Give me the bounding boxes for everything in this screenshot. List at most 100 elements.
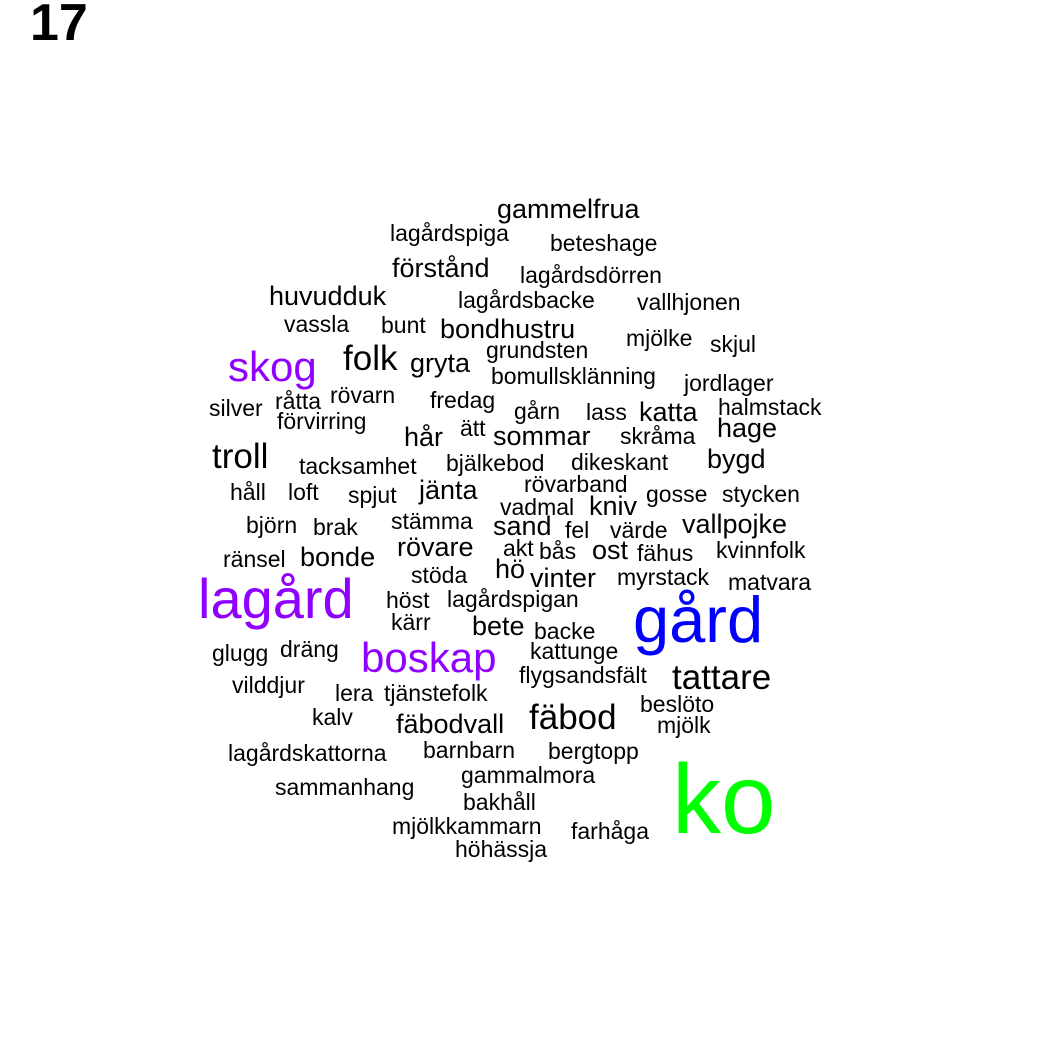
cloud-word: flygsandsfält xyxy=(519,662,647,688)
cloud-word: höst xyxy=(386,587,430,613)
cloud-word: hö xyxy=(495,554,526,584)
cloud-word: fähus xyxy=(637,540,694,566)
cloud-word: jordlager xyxy=(684,370,774,396)
cloud-word: lagårdskattorna xyxy=(228,740,387,766)
cloud-word: lagård xyxy=(198,567,354,630)
cloud-word: vadmal xyxy=(500,494,575,520)
cloud-word: tattare xyxy=(672,658,772,697)
cloud-word: bergtopp xyxy=(548,738,639,764)
cloud-word: bomullsklänning xyxy=(491,363,656,389)
cloud-word: skjul xyxy=(710,331,757,357)
cloud-word: mjölkkammarn xyxy=(392,813,542,839)
cloud-word: silver xyxy=(209,395,263,421)
cloud-word: gammalmora xyxy=(461,762,596,788)
cloud-word: folk xyxy=(343,339,398,378)
cloud-word: kärr xyxy=(391,609,431,635)
cloud-word: sand xyxy=(493,511,552,541)
cloud-word: gård xyxy=(633,583,764,656)
cloud-word: ätt xyxy=(460,415,486,441)
cloud-word: lagårdsbacke xyxy=(458,287,595,313)
cloud-word: ränsel xyxy=(223,546,286,572)
cloud-word: bakhåll xyxy=(463,789,536,815)
cloud-word: förstånd xyxy=(392,253,490,283)
cloud-word: spjut xyxy=(348,482,397,508)
cloud-word: bete xyxy=(472,611,525,641)
cloud-word: boskap xyxy=(361,634,497,681)
cloud-word: förvirring xyxy=(277,408,367,434)
cloud-word: sammanhang xyxy=(275,774,415,800)
cloud-word: råtta xyxy=(275,388,322,414)
cloud-word: grundsten xyxy=(486,337,589,363)
cloud-word: lagårdsdörren xyxy=(520,262,662,288)
cloud-word: brak xyxy=(313,514,358,540)
cloud-word: ost xyxy=(592,535,629,565)
cloud-word: björn xyxy=(246,512,298,538)
cloud-word: hår xyxy=(404,422,444,452)
cloud-word: fäbod xyxy=(529,698,617,737)
cloud-word: lass xyxy=(586,399,627,425)
cloud-word: gammelfrua xyxy=(497,194,640,224)
cloud-word: gryta xyxy=(410,348,471,378)
cloud-word: kvinnfolk xyxy=(716,537,806,563)
cloud-word: vinter xyxy=(530,563,597,593)
cloud-word: skog xyxy=(228,343,317,390)
cloud-word: vallhjonen xyxy=(637,289,741,315)
cloud-word: bygd xyxy=(707,444,766,474)
cloud-word: beteshage xyxy=(550,230,658,256)
cloud-word: stämma xyxy=(391,508,473,534)
cloud-word: lagårdspigan xyxy=(447,586,579,612)
cloud-word: kniv xyxy=(589,491,638,521)
cloud-word: sommar xyxy=(493,421,591,451)
cloud-word: mjölke xyxy=(626,325,693,351)
cloud-word: bås xyxy=(539,538,577,564)
cloud-word: akt xyxy=(503,535,534,561)
cloud-word: lagårdspiga xyxy=(390,220,509,246)
cloud-word: bjälkebod xyxy=(446,450,545,476)
cloud-word: stycken xyxy=(722,481,800,507)
page-number: 17 xyxy=(30,0,88,52)
cloud-word: farhåga xyxy=(571,818,650,844)
cloud-word: fel xyxy=(565,517,590,543)
cloud-word: dikeskant xyxy=(571,449,669,475)
cloud-word: rövare xyxy=(397,532,474,562)
cloud-word: kalv xyxy=(312,704,353,730)
cloud-word: vassla xyxy=(284,311,350,337)
cloud-word: huvudduk xyxy=(269,281,387,311)
cloud-word: gosse xyxy=(646,481,708,507)
cloud-word: glugg xyxy=(212,640,269,666)
cloud-word: jänta xyxy=(419,475,478,505)
cloud-word: gårn xyxy=(514,398,561,424)
cloud-word: rövarn xyxy=(330,382,396,408)
cloud-word: myrstack xyxy=(617,564,709,590)
cloud-word: backe xyxy=(534,618,596,644)
cloud-word: skråma xyxy=(620,423,696,449)
cloud-word: vilddjur xyxy=(232,672,305,698)
cloud-word: tjänstefolk xyxy=(384,680,488,706)
cloud-word: lera xyxy=(335,680,374,706)
cloud-word: tacksamhet xyxy=(299,453,417,479)
cloud-word: troll xyxy=(212,437,269,476)
cloud-word: ko xyxy=(672,744,776,854)
cloud-word: halmstack xyxy=(718,394,822,420)
cloud-word: beslöto xyxy=(640,691,715,717)
cloud-word: fredag xyxy=(430,387,496,413)
cloud-word: katta xyxy=(639,397,698,427)
cloud-word: bondhustru xyxy=(440,314,576,344)
cloud-word: rövarband xyxy=(524,471,628,497)
cloud-word: vallpojke xyxy=(682,509,788,539)
cloud-word: bunt xyxy=(381,312,426,338)
cloud-word: värde xyxy=(610,517,668,543)
cloud-word: höhässja xyxy=(455,836,548,862)
cloud-word: dräng xyxy=(280,636,339,662)
cloud-word: matvara xyxy=(728,569,812,595)
cloud-word: hage xyxy=(717,413,778,443)
cloud-word: loft xyxy=(288,479,319,505)
cloud-word: bonde xyxy=(300,542,376,572)
cloud-word: mjölk xyxy=(657,712,711,738)
cloud-word: barnbarn xyxy=(423,737,516,763)
cloud-word: kattunge xyxy=(530,638,619,664)
cloud-word: fäbodvall xyxy=(396,709,505,739)
cloud-word: håll xyxy=(230,479,266,505)
cloud-word: stöda xyxy=(411,562,468,588)
